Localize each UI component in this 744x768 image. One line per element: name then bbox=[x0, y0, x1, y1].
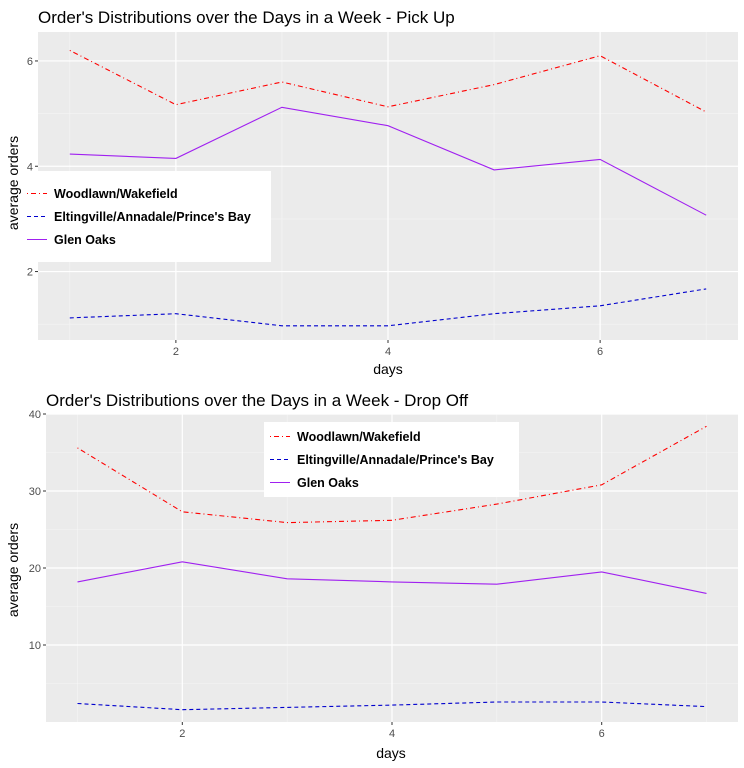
legend-label-2: Eltingville/Annadale/Prince's Bay bbox=[297, 453, 494, 467]
series-line-1 bbox=[77, 425, 707, 524]
y-axis-ticks: 2 4 6 bbox=[27, 56, 38, 279]
legend-box bbox=[264, 422, 519, 497]
y-tick-label: 40 bbox=[29, 409, 41, 421]
x-tick-label: 2 bbox=[173, 346, 179, 358]
series-lines bbox=[77, 425, 707, 711]
y-tick-label: 2 bbox=[27, 267, 33, 279]
series-line-1 bbox=[69, 49, 707, 113]
legend-label-3: Glen Oaks bbox=[54, 233, 116, 247]
x-tick-label: 6 bbox=[597, 346, 603, 358]
x-axis-ticks: 2 4 6 bbox=[179, 722, 605, 740]
y-tick-label: 6 bbox=[27, 56, 33, 68]
x-tick-label: 4 bbox=[385, 346, 391, 358]
legend-label-1: Woodlawn/Wakefield bbox=[54, 187, 178, 201]
series-line-3 bbox=[69, 106, 707, 216]
series-line-3 bbox=[77, 561, 707, 594]
x-axis-title: days bbox=[376, 745, 406, 761]
y-tick-label: 10 bbox=[29, 640, 41, 652]
x-tick-label: 2 bbox=[179, 728, 185, 740]
chart-drop-off: Order's Distributions over the Days in a… bbox=[5, 391, 738, 761]
legend-label-2: Eltingville/Annadale/Prince's Bay bbox=[54, 210, 251, 224]
x-tick-label: 6 bbox=[599, 728, 605, 740]
y-axis-title: average orders bbox=[5, 523, 21, 617]
y-axis-ticks: 10 20 30 40 bbox=[29, 409, 46, 652]
x-tick-label: 4 bbox=[389, 728, 395, 740]
x-axis-ticks: 2 4 6 bbox=[173, 340, 603, 358]
chart-pick-up: Order's Distributions over the Days in a… bbox=[5, 8, 738, 377]
chart-title: Order's Distributions over the Days in a… bbox=[38, 8, 455, 27]
series-line-2 bbox=[69, 288, 707, 327]
series-lines bbox=[69, 49, 707, 327]
legend-box bbox=[21, 171, 271, 262]
legend: Woodlawn/Wakefield Eltingville/Annadale/P… bbox=[21, 171, 271, 262]
chart-title: Order's Distributions over the Days in a… bbox=[46, 391, 468, 410]
y-tick-label: 30 bbox=[29, 486, 41, 498]
y-axis-title: average orders bbox=[5, 136, 21, 230]
y-tick-label: 4 bbox=[27, 161, 33, 173]
y-tick-label: 20 bbox=[29, 563, 41, 575]
legend-label-1: Woodlawn/Wakefield bbox=[297, 430, 421, 444]
x-axis-title: days bbox=[373, 361, 403, 377]
legend: Woodlawn/Wakefield Eltingville/Annadale/P… bbox=[264, 422, 519, 497]
legend-label-3: Glen Oaks bbox=[297, 476, 359, 490]
